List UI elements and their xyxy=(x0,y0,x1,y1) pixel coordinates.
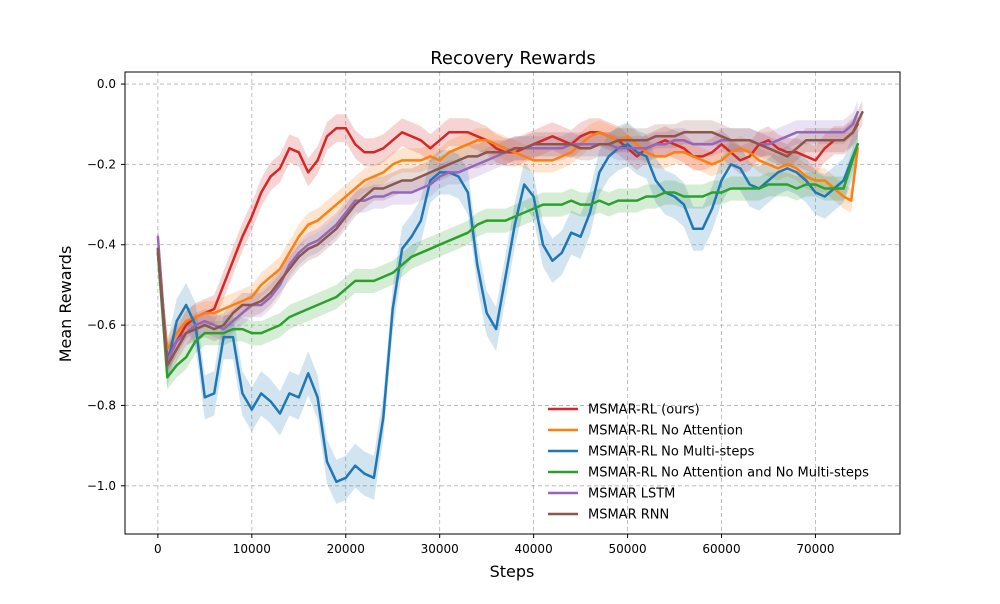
series-band-3 xyxy=(157,122,858,504)
legend-label: MSMAR-RL (ours) xyxy=(588,403,700,418)
y-tick-label: −0.4 xyxy=(87,238,116,252)
plot-area-frame xyxy=(124,71,901,535)
legend-label: MSMAR-RL No Attention xyxy=(588,424,743,439)
legend-label: MSMAR LSTM xyxy=(588,487,675,502)
series-line-3 xyxy=(156,143,859,484)
series-line-1 xyxy=(156,122,859,359)
series-band-6 xyxy=(157,100,863,378)
x-axis-label: Steps xyxy=(490,562,535,581)
x-tick-label: 50000 xyxy=(608,542,646,556)
x-tick-label: 20000 xyxy=(327,542,365,556)
axis-ticks: 0 10000 20000 30000 40000 50000 60000 70000 0.0 −… xyxy=(87,77,835,556)
y-tick-label: −0.2 xyxy=(87,157,116,171)
x-tick-label: 10000 xyxy=(233,542,271,556)
legend-label: MSMAR-RL No Multi-steps xyxy=(588,445,755,460)
x-tick-label: 70000 xyxy=(796,542,834,556)
x-tick-label: 40000 xyxy=(515,542,553,556)
y-tick-label: 0.0 xyxy=(97,77,116,91)
series-band-1 xyxy=(157,110,858,372)
series-line-6 xyxy=(156,110,864,367)
y-tick-label: −1.0 xyxy=(87,479,116,493)
y-tick-label: −0.6 xyxy=(87,318,116,332)
x-tick-label: 60000 xyxy=(702,542,740,556)
x-tick-label: 30000 xyxy=(421,542,459,556)
legend-label: MSMAR-RL No Attention and No Multi-steps xyxy=(588,466,869,481)
y-tick-label: −0.8 xyxy=(87,398,116,412)
chart-title: Recovery Rewards xyxy=(430,48,596,69)
x-tick-label: 0 xyxy=(154,542,162,556)
legend-label: MSMAR RNN xyxy=(588,508,669,523)
series-band-5 xyxy=(157,100,858,374)
legend: MSMAR-RL (ours) MSMAR-RL No Attention MSMA… xyxy=(548,403,869,523)
series-lines xyxy=(156,110,864,484)
y-axis-label: Mean Rewards xyxy=(56,246,75,363)
series-line-4 xyxy=(156,143,859,379)
